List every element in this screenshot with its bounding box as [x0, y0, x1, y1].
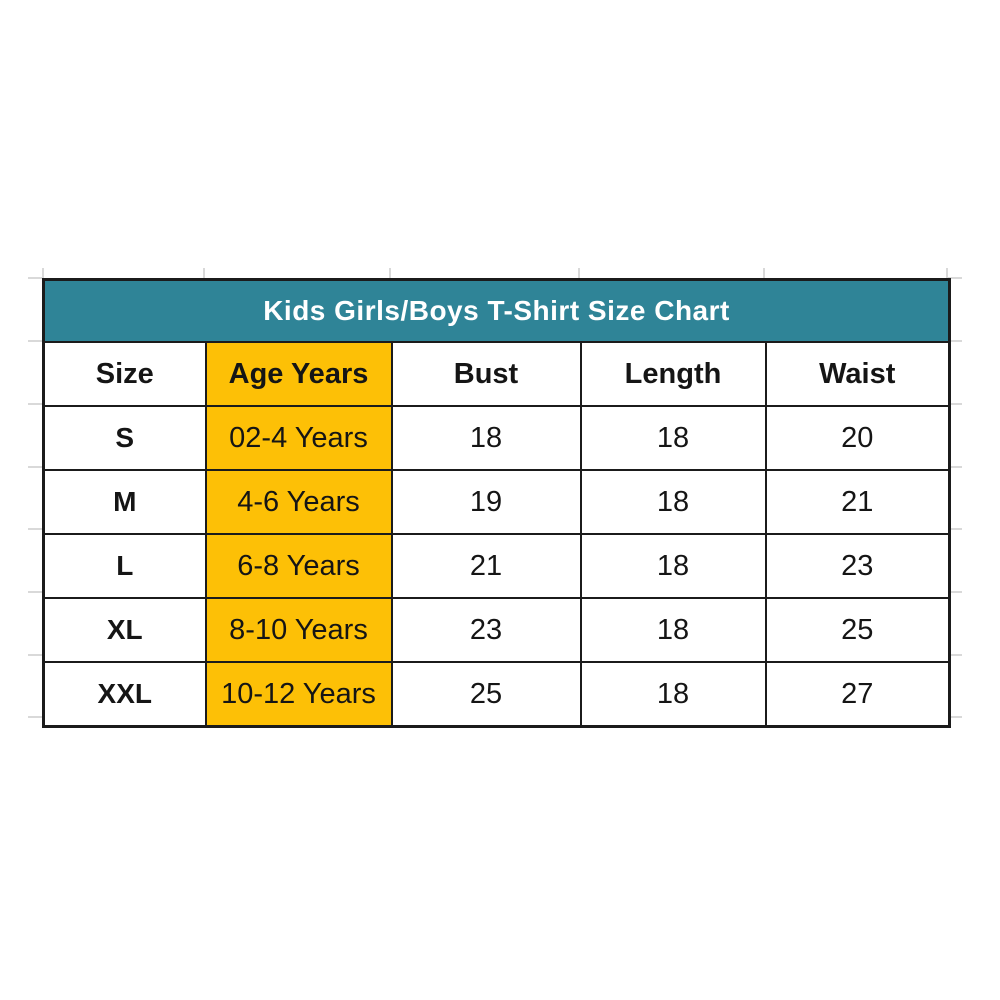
- length-value: 18: [579, 597, 767, 663]
- column-header-bust: Bust: [390, 341, 582, 407]
- bust-value: 18: [390, 405, 582, 471]
- column-header-waist: Waist: [764, 341, 951, 407]
- table-row-xl: XL 8-10 Years 23 18 25: [42, 597, 951, 663]
- table-title-row: Kids Girls/Boys T-Shirt Size Chart: [42, 278, 951, 343]
- table-row-l: L 6-8 Years 21 18 23: [42, 533, 951, 599]
- bust-value: 25: [390, 661, 582, 728]
- length-value: 18: [579, 533, 767, 599]
- age-value: 6-8 Years: [204, 533, 393, 599]
- length-value: 18: [579, 469, 767, 535]
- age-value: 8-10 Years: [204, 597, 393, 663]
- size-chart-table: Kids Girls/Boys T-Shirt Size Chart Size …: [42, 278, 952, 728]
- column-header-length: Length: [579, 341, 767, 407]
- size-value: L: [42, 533, 207, 599]
- column-header-size: Size: [42, 341, 207, 407]
- waist-value: 27: [764, 661, 951, 728]
- age-value: 02-4 Years: [204, 405, 393, 471]
- size-value: S: [42, 405, 207, 471]
- waist-value: 25: [764, 597, 951, 663]
- waist-value: 23: [764, 533, 951, 599]
- age-value: 10-12 Years: [204, 661, 393, 728]
- age-value: 4-6 Years: [204, 469, 393, 535]
- gridline-stubs-left: [28, 277, 42, 719]
- table-row-s: S 02-4 Years 18 18 20: [42, 405, 951, 471]
- bust-value: 19: [390, 469, 582, 535]
- table-title: Kids Girls/Boys T-Shirt Size Chart: [42, 278, 951, 343]
- table-row-xxl: XXL 10-12 Years 25 18 27: [42, 661, 951, 728]
- bust-value: 21: [390, 533, 582, 599]
- bust-value: 23: [390, 597, 582, 663]
- gridline-stubs-right: [948, 277, 962, 719]
- table-row-m: M 4-6 Years 19 18 21: [42, 469, 951, 535]
- waist-value: 20: [764, 405, 951, 471]
- waist-value: 21: [764, 469, 951, 535]
- size-value: M: [42, 469, 207, 535]
- length-value: 18: [579, 405, 767, 471]
- table-header-row: Size Age Years Bust Length Waist: [42, 341, 951, 407]
- size-value: XL: [42, 597, 207, 663]
- length-value: 18: [579, 661, 767, 728]
- column-header-age-years: Age Years: [204, 341, 393, 407]
- gridline-stubs-top: [42, 268, 948, 278]
- size-value: XXL: [42, 661, 207, 728]
